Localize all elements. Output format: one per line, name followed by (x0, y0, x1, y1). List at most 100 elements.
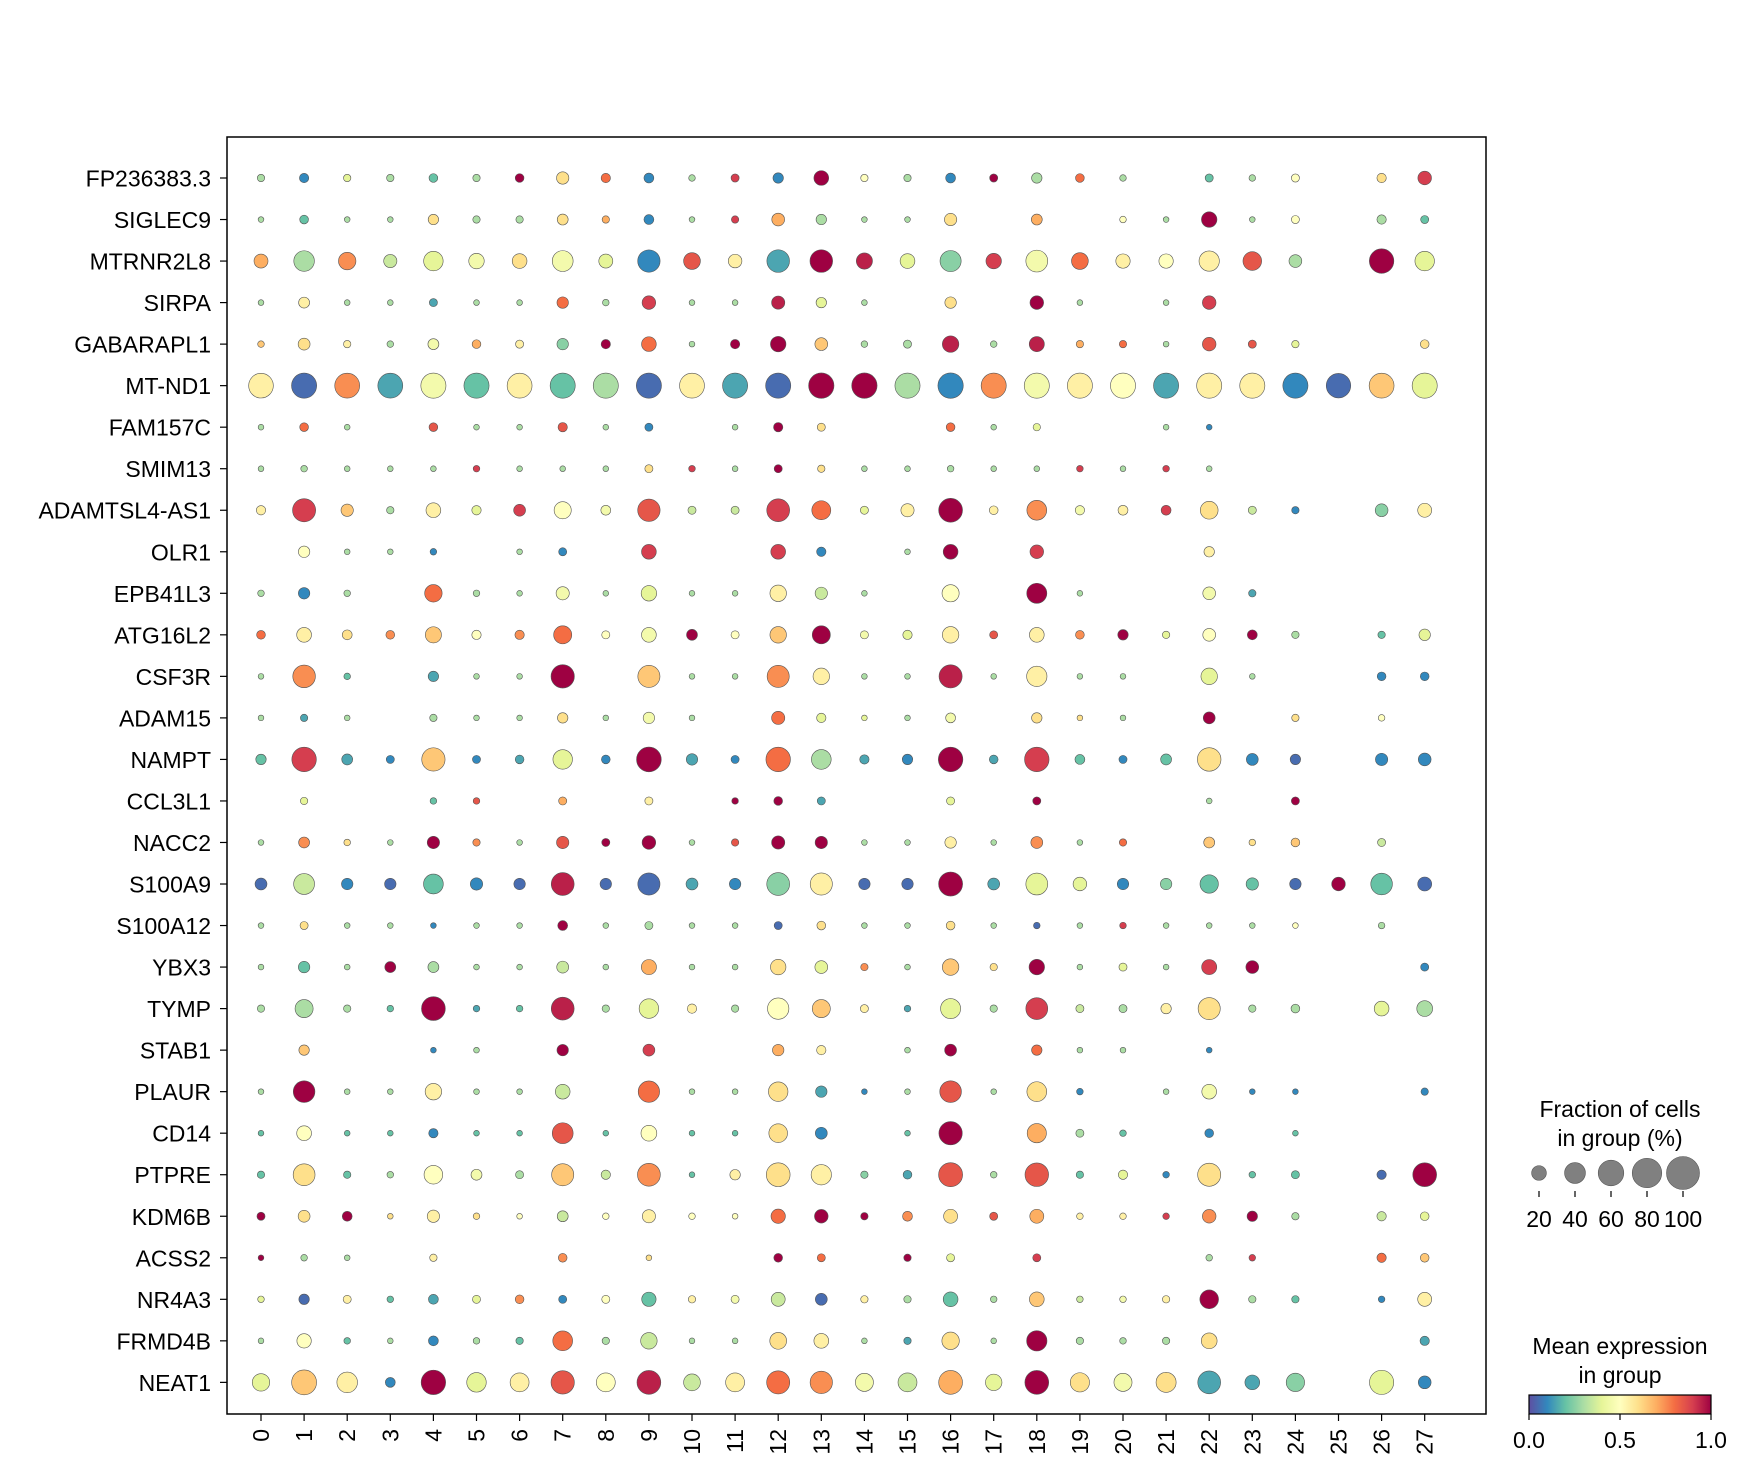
dot (904, 839, 911, 846)
size-legend-label: 20 (1526, 1206, 1552, 1232)
dot (814, 337, 828, 351)
dot (688, 1171, 696, 1178)
dot (257, 424, 265, 431)
x-tick-label: 13 (808, 1429, 834, 1455)
dot (1199, 1289, 1219, 1309)
dot (1292, 922, 1299, 929)
dot (1026, 582, 1048, 604)
dot (1113, 1373, 1133, 1392)
y-tick-label: OLR1 (151, 539, 211, 565)
dot (257, 839, 265, 846)
dot (558, 1253, 568, 1263)
dot (429, 797, 438, 805)
dot (468, 253, 485, 270)
dot (1242, 251, 1262, 271)
dot (1075, 1170, 1084, 1179)
dot (602, 1212, 610, 1220)
size-legend-dot (1631, 1157, 1663, 1189)
dot (1025, 249, 1049, 273)
dot (516, 839, 523, 846)
dot (1029, 544, 1044, 559)
dot (515, 1336, 524, 1345)
dot (731, 1088, 739, 1095)
dot (1118, 1004, 1128, 1013)
dot (472, 797, 481, 805)
dot (860, 174, 869, 182)
dot (256, 1211, 266, 1221)
dot (429, 713, 438, 722)
dot (1197, 997, 1221, 1020)
dot (729, 1169, 741, 1181)
dot (556, 213, 569, 226)
dot (811, 500, 832, 521)
dot (428, 173, 439, 183)
dot (1291, 1212, 1300, 1221)
dot (688, 673, 696, 680)
dot (938, 498, 963, 523)
dot (602, 590, 609, 597)
dot (858, 877, 871, 891)
dot (816, 796, 826, 806)
dot (939, 250, 962, 272)
x-tick-label: 12 (765, 1429, 791, 1455)
dot (1376, 173, 1387, 183)
dot (1291, 173, 1300, 183)
dot (558, 1294, 568, 1304)
dot (1202, 586, 1216, 600)
dot (552, 1330, 573, 1352)
dot (642, 1209, 656, 1224)
dot (516, 963, 523, 971)
dot (257, 673, 265, 680)
dot (473, 1046, 480, 1054)
dot (387, 1213, 394, 1220)
dot (1076, 465, 1084, 473)
dot (903, 1295, 912, 1304)
dot (644, 422, 654, 432)
dot (900, 503, 915, 518)
dot (556, 1210, 569, 1223)
dot (1248, 838, 1256, 847)
dot (766, 498, 790, 522)
dot (814, 586, 828, 600)
dot (990, 1337, 997, 1344)
dot (636, 1370, 662, 1395)
dot (1417, 1292, 1432, 1307)
size-legend-dot (1531, 1165, 1547, 1181)
dot (816, 1253, 826, 1263)
dot (773, 422, 784, 433)
size-legend-dot (1564, 1162, 1586, 1184)
dot (342, 1294, 352, 1304)
dot (1203, 836, 1215, 849)
size-legend-label: 60 (1598, 1206, 1624, 1232)
dot (1031, 712, 1043, 724)
dot (1248, 1171, 1256, 1179)
dot (1024, 746, 1050, 772)
dot (1239, 372, 1266, 399)
dot (556, 171, 570, 185)
dot (473, 714, 480, 722)
dot (731, 299, 739, 306)
dot (387, 922, 394, 929)
dot (688, 340, 696, 348)
dot (812, 667, 830, 685)
dot (901, 877, 914, 891)
dot (990, 340, 998, 348)
x-tick-label: 5 (464, 1429, 490, 1442)
dot (1418, 1375, 1432, 1390)
dot (904, 548, 911, 555)
dot (990, 1171, 998, 1179)
dot (506, 372, 533, 399)
dot (1206, 1046, 1213, 1054)
dot (254, 877, 268, 891)
dot (513, 503, 526, 517)
dot (344, 424, 351, 431)
dot (1067, 372, 1093, 399)
dot (552, 749, 573, 770)
dot (1246, 753, 1259, 766)
dot (514, 754, 525, 765)
x-tick-label: 21 (1153, 1429, 1179, 1455)
dot (1162, 630, 1171, 639)
dot (592, 372, 619, 399)
dot (1331, 876, 1346, 892)
dot (861, 839, 868, 846)
